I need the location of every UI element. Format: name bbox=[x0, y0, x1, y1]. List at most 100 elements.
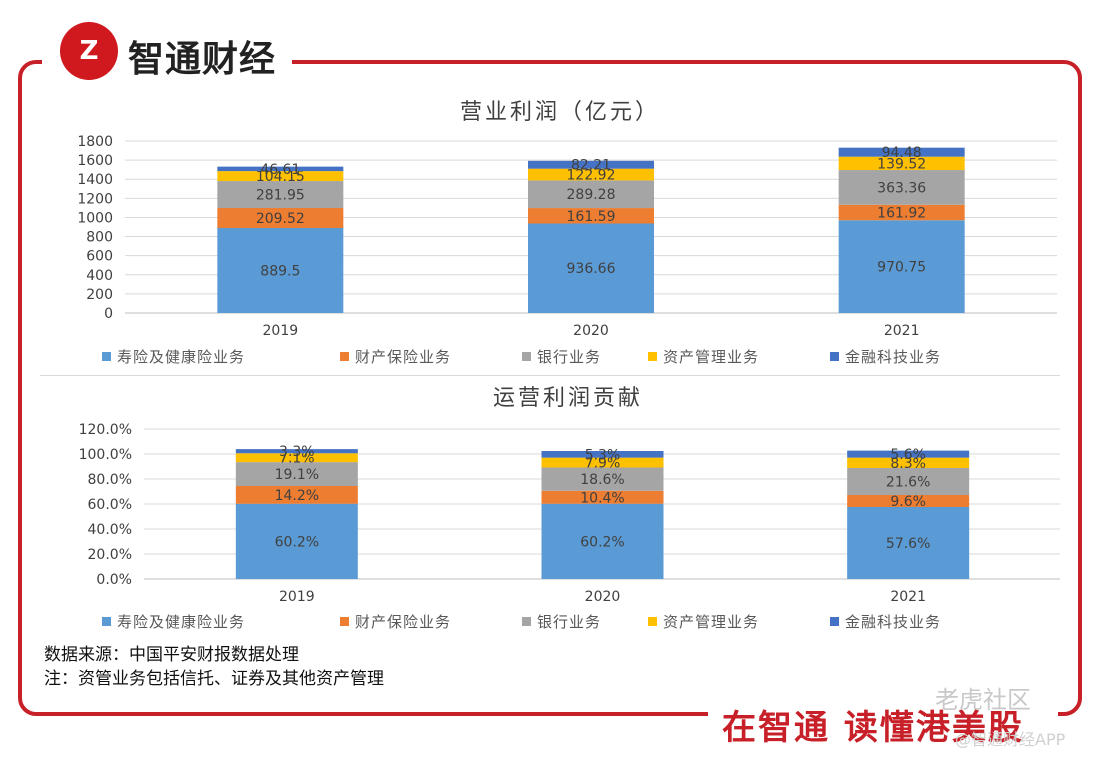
c2-data-label: 60.2% bbox=[275, 534, 319, 550]
c1-bar-segment bbox=[838, 220, 965, 313]
brand-slogan: 在智通 读懂港美股 bbox=[722, 708, 1024, 748]
c2-data-label: 3.3% bbox=[279, 444, 315, 460]
brand-logo-icon: Z bbox=[60, 22, 118, 80]
c1-data-label: 82.21 bbox=[571, 158, 611, 174]
data-source-note: 数据来源：中国平安财报数据处理 bbox=[44, 645, 299, 665]
c2-data-label: 19.1% bbox=[275, 467, 319, 483]
chart-divider bbox=[40, 375, 1060, 376]
c2-y-tick-label: 60.0% bbox=[88, 497, 132, 513]
c2-bar-segment bbox=[541, 457, 664, 468]
c1-bar-segment bbox=[217, 181, 344, 208]
brand-name: 智通财经 bbox=[128, 39, 277, 80]
c1-bar-segment bbox=[838, 170, 965, 205]
c2-data-label: 21.6% bbox=[886, 475, 930, 491]
c2-data-label: 14.2% bbox=[275, 488, 319, 504]
operating-profit-chart: 营业利润（亿元） 0 200 400 600 800 1000 1200 1400 1600 180… bbox=[77, 100, 1057, 366]
c2-y-tick-label: 100.0% bbox=[79, 447, 132, 463]
community-watermark: 老虎社区 bbox=[935, 686, 1031, 714]
c1-data-label: 161.59 bbox=[567, 209, 616, 225]
c1-data-label: 363.36 bbox=[877, 180, 926, 196]
c2-bar-segment bbox=[847, 468, 970, 495]
c1-y-tick-label: 0 bbox=[104, 306, 113, 322]
app-watermark: @智通财经APP bbox=[955, 730, 1066, 749]
c1-data-label: 936.66 bbox=[567, 261, 616, 277]
c2-bar-segment bbox=[235, 462, 358, 486]
c2-x-tick-label: 2021 bbox=[890, 589, 926, 605]
c1-bar-segment bbox=[528, 168, 654, 181]
c1-data-label: 209.52 bbox=[256, 211, 305, 227]
c1-data-label: 161.92 bbox=[877, 206, 926, 222]
c1-legend-swatch bbox=[522, 352, 531, 361]
c1-chart-title: 营业利润（亿元） bbox=[460, 100, 660, 125]
c2-bar-segment bbox=[235, 449, 358, 454]
c1-legend-swatch bbox=[648, 352, 657, 361]
c1-y-tick-label: 1000 bbox=[77, 210, 113, 226]
c2-bar-segment bbox=[235, 453, 358, 463]
c2-legend-swatch bbox=[340, 617, 349, 626]
c2-x-tick-label: 2020 bbox=[585, 589, 621, 605]
c2-y-tick-label: 20.0% bbox=[88, 547, 132, 563]
c2-legend-swatch bbox=[102, 617, 111, 626]
c1-y-tick-label: 1400 bbox=[77, 172, 113, 188]
c1-bar-segment bbox=[838, 147, 965, 157]
c2-data-label: 7.9% bbox=[585, 456, 621, 472]
brand-logo-glyph: Z bbox=[79, 36, 99, 66]
c1-data-label: 46.61 bbox=[260, 162, 300, 178]
c2-data-label: 60.2% bbox=[580, 534, 624, 550]
c1-bar-segment bbox=[528, 160, 654, 169]
c1-legend-swatch bbox=[830, 352, 839, 361]
c1-legend-swatch bbox=[102, 352, 111, 361]
c2-legend-swatch bbox=[648, 617, 657, 626]
c1-bar-segment bbox=[838, 204, 965, 221]
c1-y-tick-label: 1600 bbox=[77, 153, 113, 169]
c2-data-label: 9.6% bbox=[890, 494, 926, 510]
c2-bar-segment bbox=[541, 451, 664, 458]
c1-y-tick-label: 1200 bbox=[77, 191, 113, 207]
c1-legend-label: 银行业务 bbox=[537, 348, 601, 366]
c1-legend-label: 资产管理业务 bbox=[663, 348, 759, 366]
c1-data-label: 970.75 bbox=[877, 260, 926, 276]
c1-legend-label: 金融科技业务 bbox=[845, 348, 941, 366]
c1-y-tick-label: 800 bbox=[86, 230, 113, 246]
c2-data-label: 5.6% bbox=[890, 447, 926, 463]
c1-bar-segment bbox=[528, 223, 654, 313]
c2-legend-swatch bbox=[522, 617, 531, 626]
c2-legend-label: 银行业务 bbox=[537, 613, 601, 631]
c2-y-tick-label: 80.0% bbox=[88, 472, 132, 488]
c2-legend-label: 金融科技业务 bbox=[845, 613, 941, 631]
c2-y-tick-label: 0.0% bbox=[96, 572, 132, 588]
c2-bar-segment bbox=[235, 503, 358, 579]
c1-bar-segment bbox=[838, 156, 965, 171]
c2-chart-title: 运营利润贡献 bbox=[493, 386, 643, 411]
c2-bar-segment bbox=[541, 503, 664, 579]
c2-data-label: 8.3% bbox=[890, 456, 926, 472]
c1-data-label: 289.28 bbox=[567, 187, 616, 203]
c1-bar-segment bbox=[217, 228, 344, 313]
c2-legend-label: 寿险及健康险业务 bbox=[117, 613, 245, 631]
c2-data-label: 10.4% bbox=[580, 490, 624, 506]
c2-data-label: 57.6% bbox=[886, 536, 930, 552]
c1-bar-segment bbox=[217, 171, 344, 182]
c2-y-tick-label: 120.0% bbox=[79, 422, 132, 438]
c1-bar-segment bbox=[528, 208, 654, 224]
c1-x-tick-label: 2019 bbox=[263, 323, 299, 339]
c2-bar-segment bbox=[847, 495, 970, 507]
c2-bar-segment bbox=[541, 467, 664, 491]
c2-bar-segment bbox=[847, 450, 970, 458]
c2-data-label: 7.1% bbox=[279, 451, 315, 467]
c2-legend-label: 财产保险业务 bbox=[355, 613, 451, 631]
slogan-backdrop bbox=[708, 696, 1058, 740]
c2-x-tick-label: 2019 bbox=[279, 589, 315, 605]
footnote: 注：资管业务包括信托、证券及其他资产管理 bbox=[44, 669, 384, 689]
profit-contribution-chart: 运营利润贡献 0.0% 20.0% 40.0% 60.0% 80.0% 100.0% 120.… bbox=[79, 386, 1060, 631]
charts-panel: 营业利润（亿元） 0 200 400 600 800 1000 1200 1400 1600 180… bbox=[40, 95, 1060, 635]
c1-y-tick-label: 400 bbox=[86, 268, 113, 284]
c2-bar-segment bbox=[541, 490, 664, 504]
c2-y-tick-label: 40.0% bbox=[88, 522, 132, 538]
c1-y-tick-label: 1800 bbox=[77, 134, 113, 150]
c1-y-tick-label: 200 bbox=[86, 287, 113, 303]
c1-data-label: 104.15 bbox=[256, 169, 305, 185]
c1-legend-label: 财产保险业务 bbox=[355, 348, 451, 366]
c1-legend-swatch bbox=[340, 352, 349, 361]
c1-bar-segment bbox=[217, 166, 344, 172]
